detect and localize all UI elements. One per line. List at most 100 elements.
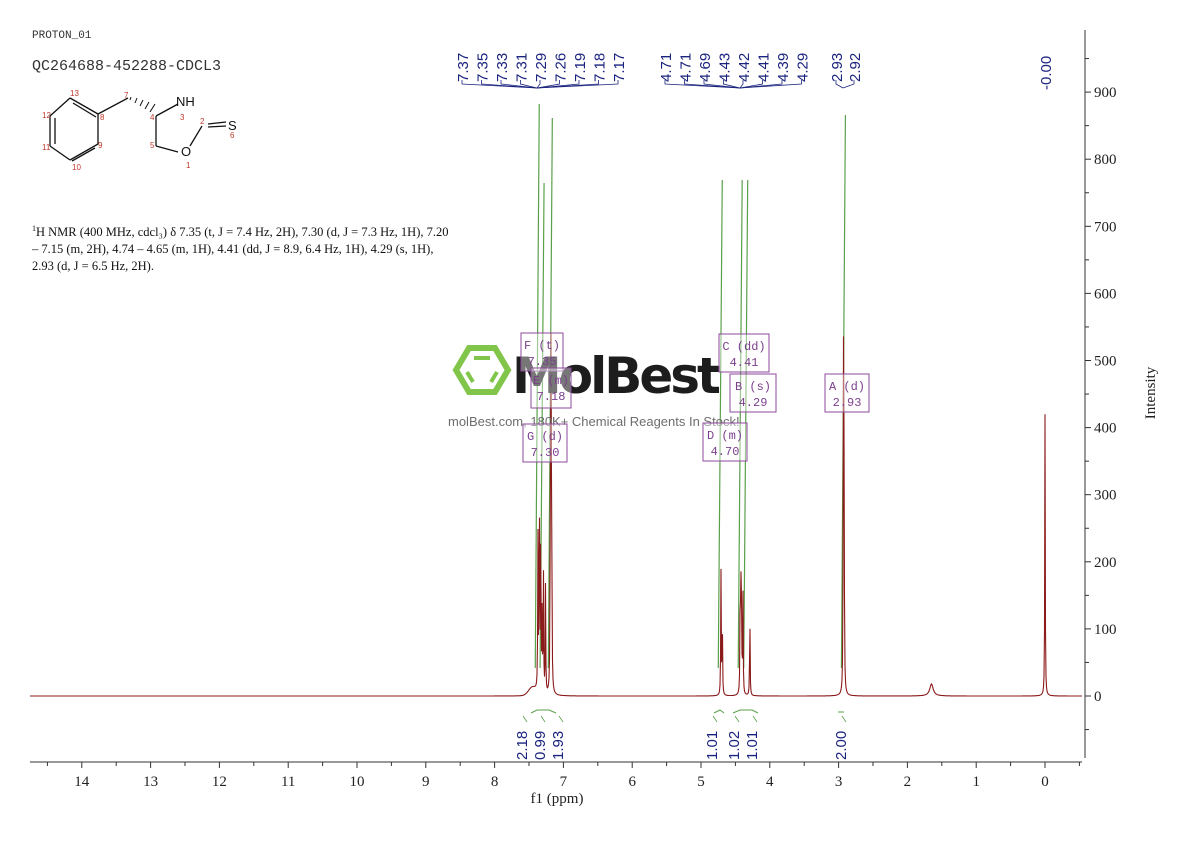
y-tick-label: 700 [1094,219,1117,235]
peak-label: 4.42 [736,53,753,82]
peak-label: 4.29 [795,53,812,82]
peak-label: 4.71 [658,53,675,82]
multiplet-box: F (t) 7.35 [520,332,564,372]
multiplet-box: B (s) 4.29 [729,373,777,413]
y-tick-label: 900 [1094,85,1117,101]
integral-value: 2.18 [514,731,531,760]
y-tick-label: 800 [1094,152,1117,168]
x-tick-label: 5 [697,774,705,790]
x-tick-label: 11 [281,774,295,790]
peak-label: 4.41 [756,53,773,82]
svg-text:3: 3 [180,113,185,122]
y-tick-label: 200 [1094,555,1117,571]
x-tick-label: 8 [491,774,499,790]
peak-label: 7.33 [494,53,511,82]
svg-text:2: 2 [200,117,205,126]
y-tick-label: 0 [1094,689,1102,705]
integral-labels: 2.18 0.99 1.93 1.01 1.02 1.01 2.00 [514,709,850,760]
integral-value: 1.02 [726,731,743,760]
x-tick-label: 7 [560,774,568,790]
peak-label: 4.43 [717,53,734,82]
experiment-name: PROTON_01 [32,30,92,42]
peak-label: 7.37 [455,53,472,82]
svg-text:5: 5 [150,141,155,150]
svg-text:A (d): A (d) [829,380,865,394]
y-tick-label: 500 [1094,354,1117,370]
integral-value: 1.01 [744,731,761,760]
nh-label: NH [176,94,195,109]
integral-value: 0.99 [532,731,549,760]
y-tick-label: 100 [1094,622,1117,638]
x-axis-ticks: 14 13 12 11 10 9 8 7 6 5 4 3 2 1 0 [46,762,1080,790]
svg-text:11: 11 [42,143,51,152]
molbest-logo-icon [452,345,512,395]
x-tick-label: 9 [422,774,430,790]
watermark: MolBest molBest.com, 180K+ Chemical Reag… [448,345,740,429]
peak-label: 7.29 [533,53,550,82]
oxygen-label: O [181,144,191,159]
spectrum-trace [30,332,1082,697]
multiplet-box: E (m) 7.18 [530,367,572,409]
svg-text:4.29: 4.29 [739,396,768,410]
svg-text:1: 1 [186,161,191,170]
multiplet-box: A (d) 2.93 [824,373,870,413]
svg-text:10: 10 [72,163,81,172]
peak-label: -0.00 [1038,56,1055,90]
x-tick-label: 10 [350,774,365,790]
svg-text:6: 6 [230,131,235,140]
x-tick-label: 14 [74,774,90,790]
multiplet-boxes: F (t) 7.35 E (m) 7.18 G (d) 7.30 C (dd) 4.41 B (… [520,332,870,463]
x-axis-label: f1 (ppm) [531,791,584,807]
peak-label: 2.93 [829,53,846,82]
svg-text:9: 9 [98,141,103,150]
svg-text:4.70: 4.70 [711,445,740,459]
svg-text:G (d): G (d) [527,430,563,444]
peak-label: 7.18 [592,53,609,82]
integral-value: 2.00 [833,731,850,760]
spectrum-line [30,332,1082,697]
y-axis-label: Intensity [1143,366,1159,419]
svg-text:F (t): F (t) [524,339,560,353]
watermark-tagline: molBest.com, 180K+ Chemical Reagents In … [448,414,740,429]
y-tick-label: 300 [1094,488,1117,504]
svg-text:C (dd): C (dd) [722,340,765,354]
x-tick-label: 13 [143,774,158,790]
watermark-brand: MolBest [512,347,720,405]
peak-label: 2.92 [847,53,864,82]
svg-text:4.41: 4.41 [730,356,759,370]
multiplet-box: D (m) 4.70 [702,422,748,462]
molecule-structure: NH O S 1 2 3 4 5 6 7 8 9 10 11 12 13 [42,89,237,172]
svg-text:7.30: 7.30 [531,446,560,460]
x-tick-label: 1 [972,774,980,790]
svg-text:7.18: 7.18 [537,390,566,404]
multiplet-box: C (dd) 4.41 [718,333,770,373]
x-tick-label: 2 [904,774,912,790]
nmr-description: 1H NMR (400 MHz, cdcl₃) δ 7.35 (t, J = 7… [32,224,449,274]
svg-text:D (m): D (m) [707,429,743,443]
sample-id: QC264688-452288-CDCL3 [32,58,222,75]
peak-label: 7.26 [553,53,570,82]
y-tick-label: 600 [1094,286,1117,302]
peak-label: 7.31 [514,53,531,82]
integral-value: 1.01 [704,731,721,760]
peak-label: 7.19 [572,53,589,82]
y-axis-ticks: 0 100 200 300 400 500 600 700 800 900 [1085,58,1117,731]
x-tick-label: 12 [212,774,227,790]
peak-label: 4.69 [697,53,714,82]
svg-text:8: 8 [100,113,105,122]
peak-label: 4.71 [678,53,695,82]
svg-text:B (s): B (s) [735,380,771,394]
peak-labels: 7.37 7.35 7.33 7.31 7.29 7.26 7.19 7.18 7.17 4.71… [455,53,1055,90]
svg-text:7.35: 7.35 [528,355,557,369]
multiplet-box: G (d) 7.30 [522,423,568,463]
x-tick-label: 3 [835,774,843,790]
svg-text:7: 7 [124,91,129,100]
x-tick-label: 6 [628,774,636,790]
svg-text:13: 13 [70,89,79,98]
peak-label: 7.17 [611,53,628,82]
integral-value: 1.93 [550,731,567,760]
x-tick-label: 0 [1041,774,1049,790]
y-tick-label: 400 [1094,421,1117,437]
peak-label: 4.39 [775,53,792,82]
